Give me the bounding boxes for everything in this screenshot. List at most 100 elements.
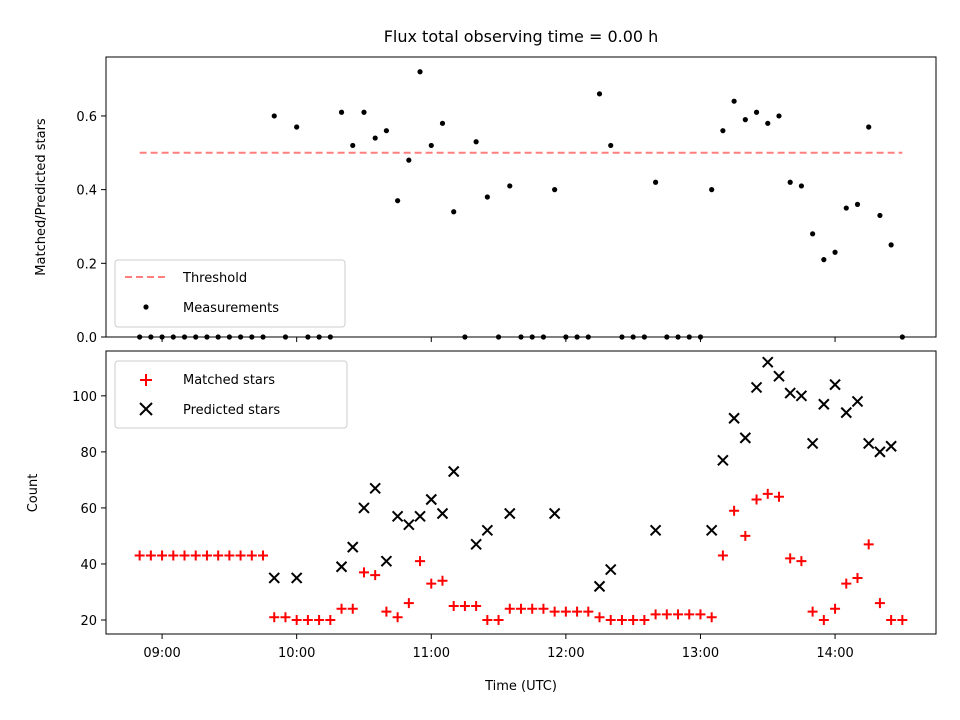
measurement-point [383, 128, 390, 134]
measurement-point [854, 201, 861, 207]
predicted-star-point [762, 356, 774, 368]
matched-star-point [168, 550, 179, 561]
predicted-star-point [773, 370, 785, 382]
y-tick-label: 40 [80, 558, 97, 573]
predicted-star-point [335, 561, 348, 573]
measurements-legend-swatch [143, 304, 149, 310]
predicted-star-point [750, 381, 763, 394]
measurement-point [776, 113, 782, 119]
predicted-star-point [593, 580, 606, 593]
measurement-point [832, 249, 838, 255]
ratio-legend-box [114, 259, 346, 328]
matched-star-point [852, 572, 863, 583]
matched-star-point [403, 598, 414, 609]
predicted-legend-swatch [139, 402, 153, 416]
measurement-point [484, 194, 490, 200]
measurement-point [451, 209, 457, 215]
y-tick-label: 0.2 [76, 257, 97, 272]
predicted-star-point [290, 572, 303, 584]
measurement-point [473, 139, 479, 145]
matched-star-point [807, 606, 818, 617]
matched-star-point [583, 606, 594, 617]
matched-star-point [673, 609, 684, 620]
measurement-point [742, 117, 748, 123]
x-tick-label: 09:00 [143, 646, 180, 661]
matched-star-point [740, 530, 751, 541]
y-tick-label: 100 [72, 390, 97, 405]
matched-star-point [594, 612, 605, 623]
measurement-point [282, 334, 289, 340]
predicted-star-point [605, 563, 617, 576]
measurement-point [137, 334, 143, 340]
measurement-point [608, 142, 614, 149]
matched-star-point [538, 603, 549, 614]
x-tick-label: 14:00 [816, 646, 853, 661]
measurement-point [350, 142, 356, 149]
predicted-star-point [806, 437, 819, 450]
measurement-point [327, 334, 333, 340]
matched-star-point [549, 606, 560, 617]
measurement-point [462, 334, 468, 340]
counts-y-axis-label: Count [26, 474, 41, 513]
measurement-point [159, 334, 165, 340]
measurement-point [518, 334, 524, 340]
ratio-legend: Threshold Measurements [114, 259, 346, 328]
matched-star-point [762, 488, 773, 499]
x-tick-label: 13:00 [682, 646, 719, 661]
matched-star-point [639, 614, 650, 625]
measurement-point [338, 109, 345, 115]
measurement-point [596, 91, 603, 97]
measurement-point [798, 183, 805, 189]
matched-star-point [258, 550, 269, 561]
measurement-point [652, 179, 659, 185]
matched-star-point [325, 614, 336, 625]
predicted-star-point [851, 395, 864, 408]
predicted-star-point [425, 493, 437, 506]
matched-legend-swatch [140, 374, 152, 386]
y-tick-label: 60 [80, 502, 97, 517]
matched-star-point [145, 550, 156, 561]
matched-star-point [527, 603, 538, 614]
measurement-point [305, 334, 311, 340]
matched-star-point [717, 550, 728, 561]
measurement-point [888, 242, 894, 248]
measurements-legend-label: Measurements [183, 301, 279, 316]
measurement-point [563, 334, 569, 340]
measurement-point [495, 334, 502, 340]
predicted-star-point [414, 510, 426, 523]
matched-star-point [796, 556, 807, 567]
measurement-point [664, 334, 670, 340]
predicted-star-point [649, 524, 662, 537]
measurement-point [215, 334, 221, 340]
matched-star-point [874, 598, 885, 609]
matched-star-point [358, 567, 369, 578]
predicted-star-point [347, 541, 359, 553]
matched-star-point [773, 491, 784, 502]
measurement-point [316, 334, 322, 340]
ratio-y-axis-label: Matched/Predicted stars [34, 118, 49, 276]
matched-star-point [246, 550, 257, 561]
y-tick-label: 0.4 [76, 184, 97, 199]
matched-star-point [224, 550, 235, 561]
ratio-y-ticks: 0.0 0.2 0.4 0.6 [76, 110, 106, 346]
x-axis-label: Time (UTC) [484, 679, 557, 694]
measurement-point [294, 124, 300, 130]
predicted-star-point [403, 519, 415, 531]
measurement-point [552, 187, 558, 193]
matched-star-point [235, 550, 246, 561]
measurement-point [170, 334, 176, 340]
matched-star-point [706, 612, 717, 623]
matched-star-point [459, 600, 470, 611]
measurement-point [877, 212, 883, 219]
matched-star-point [650, 609, 661, 620]
matched-star-point [471, 600, 482, 611]
predicted-star-point [548, 507, 561, 520]
predicted-star-point [504, 507, 516, 520]
predicted-star-point [795, 390, 808, 402]
matched-star-point [605, 614, 616, 625]
y-tick-label: 20 [80, 614, 97, 629]
matched-star-point [661, 609, 672, 620]
predicted-star-point [717, 454, 729, 466]
measurement-point [630, 334, 636, 340]
